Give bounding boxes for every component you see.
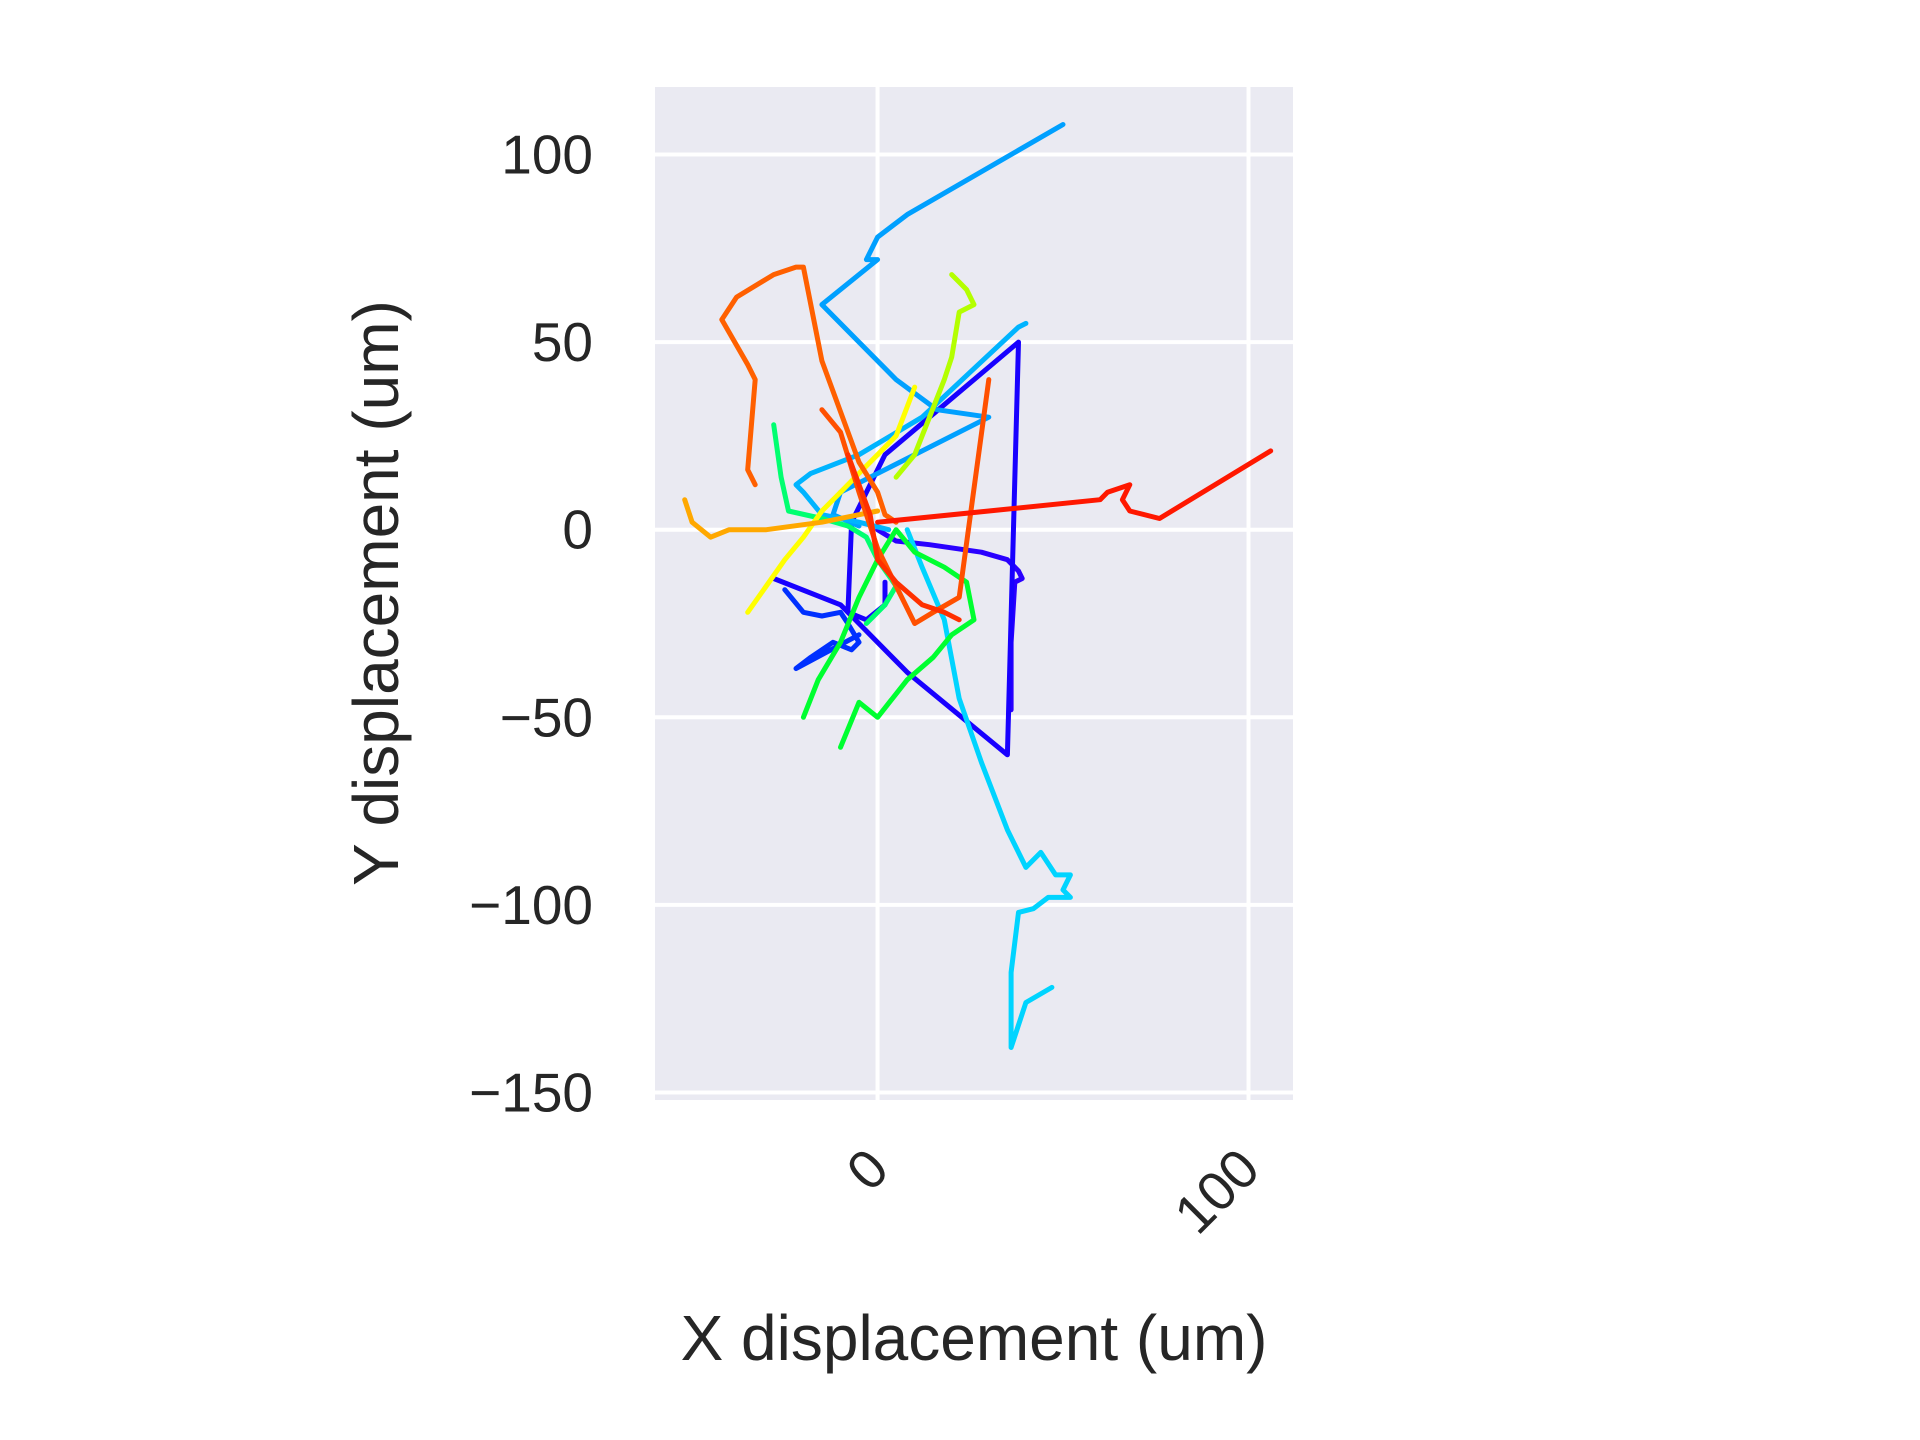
trajectory-line-10 (745, 384, 918, 615)
trajectory-line-8 (800, 527, 977, 750)
trajectory-line-9 (893, 272, 977, 480)
trajectory-line-14 (845, 452, 962, 623)
trajectory-line-6 (904, 527, 1073, 1050)
plot-background (655, 87, 1293, 1100)
x-tick-labels: 0 100 (835, 1137, 1271, 1246)
x-tick-label: 0 (835, 1137, 900, 1202)
y-tick-label: −100 (469, 874, 593, 936)
y-tick-label: 0 (562, 499, 593, 561)
trajectory-line-7 (771, 422, 899, 626)
y-tick-label: 50 (532, 311, 593, 373)
trajectory-line-15 (875, 448, 1274, 525)
trajectory-line-12 (719, 264, 899, 525)
y-tick-labels: 100 50 0 −50 −100 −150 (469, 124, 593, 1124)
y-tick-label: −150 (469, 1061, 593, 1123)
trajectory-line-13 (819, 377, 992, 626)
x-axis-label: X displacement (um) (681, 1302, 1268, 1374)
y-axis-label: Y displacement (um) (340, 300, 412, 886)
trajectory-series-group (682, 122, 1274, 1050)
x-tick-label: 100 (1162, 1137, 1271, 1246)
y-tick-label: −50 (500, 686, 593, 748)
trajectory-line-11 (682, 497, 881, 540)
trajectory-line-3 (782, 587, 862, 671)
y-tick-label: 100 (501, 124, 593, 186)
